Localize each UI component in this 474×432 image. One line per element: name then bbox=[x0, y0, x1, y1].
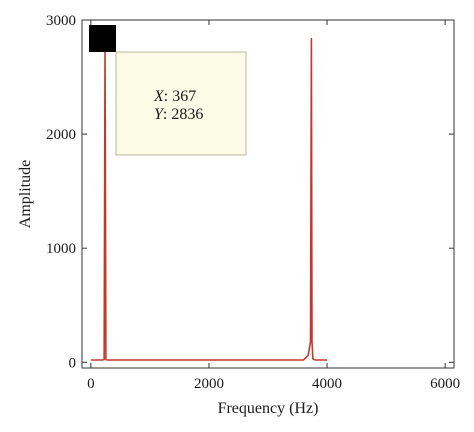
y-tick-label: 1000 bbox=[46, 241, 76, 257]
datatip-y-label: Y bbox=[154, 106, 165, 123]
datatip-x-label: X bbox=[153, 88, 165, 105]
ticks-layer: 0 2000 4000 6000 0 1000 2000 3000 bbox=[46, 13, 460, 392]
y-tick-label: 0 bbox=[69, 355, 77, 371]
y-tick-label: 2000 bbox=[46, 127, 76, 143]
datatip-y: Y: 2836 bbox=[154, 106, 203, 123]
x-tick-label: 0 bbox=[87, 376, 95, 392]
datatip-x: X: 367 bbox=[153, 88, 196, 105]
datatip[interactable]: X: 367 Y: 2836 bbox=[89, 25, 247, 156]
y-axis-title: Amplitude bbox=[17, 160, 34, 228]
datatip-marker[interactable] bbox=[89, 25, 116, 52]
datatip-y-value: : 2836 bbox=[163, 106, 203, 123]
x-tick-label: 4000 bbox=[312, 376, 342, 392]
spectrum-line-0 bbox=[90, 37, 328, 361]
series-layer bbox=[90, 37, 328, 361]
y-tick-label: 3000 bbox=[46, 13, 76, 29]
datatip-x-value: : 367 bbox=[164, 88, 196, 105]
x-tick-label: 6000 bbox=[430, 376, 460, 392]
datatip-box bbox=[115, 51, 247, 156]
x-tick-label: 2000 bbox=[194, 376, 224, 392]
x-axis-title: Frequency (Hz) bbox=[218, 400, 319, 417]
